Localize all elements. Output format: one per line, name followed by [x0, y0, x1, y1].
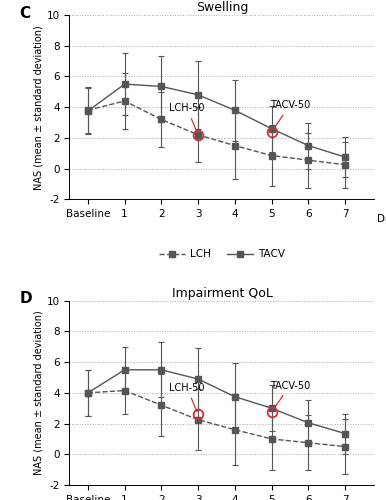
- Text: C: C: [19, 6, 30, 21]
- Text: TACV-50: TACV-50: [270, 100, 310, 130]
- Text: TACV-50: TACV-50: [270, 380, 310, 410]
- Text: D: D: [19, 292, 32, 306]
- Title: Impairment QoL: Impairment QoL: [171, 286, 273, 300]
- Text: Day: Day: [378, 214, 386, 224]
- Y-axis label: NAS (mean ± standard deviation): NAS (mean ± standard deviation): [34, 25, 44, 190]
- Y-axis label: NAS (mean ± standard deviation): NAS (mean ± standard deviation): [34, 310, 44, 475]
- Legend: LCH, TACV: LCH, TACV: [155, 245, 289, 264]
- Text: LCH-50: LCH-50: [169, 104, 205, 132]
- Text: LCH-50: LCH-50: [169, 383, 205, 412]
- Title: Swelling: Swelling: [196, 1, 248, 14]
